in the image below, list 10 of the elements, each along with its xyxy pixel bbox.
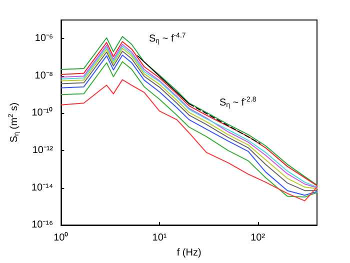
y-tick-label: 10⁻⁶ [34, 33, 54, 44]
y-tick-label: 10⁻¹⁴ [31, 182, 54, 194]
x-axis-title: f (Hz) [176, 248, 202, 258]
x-tick-label: 10⁰ [54, 232, 69, 244]
x-tick-label: 10¹ [152, 232, 168, 244]
y-tick-label: 10⁻⁸ [34, 70, 54, 82]
y-tick-label: 10⁻¹⁶ [32, 220, 54, 231]
x-tick-label: 10² [250, 232, 266, 244]
y-tick-label: 10⁻¹⁰ [32, 106, 54, 119]
y-tick-label: 10⁻¹² [32, 145, 54, 156]
